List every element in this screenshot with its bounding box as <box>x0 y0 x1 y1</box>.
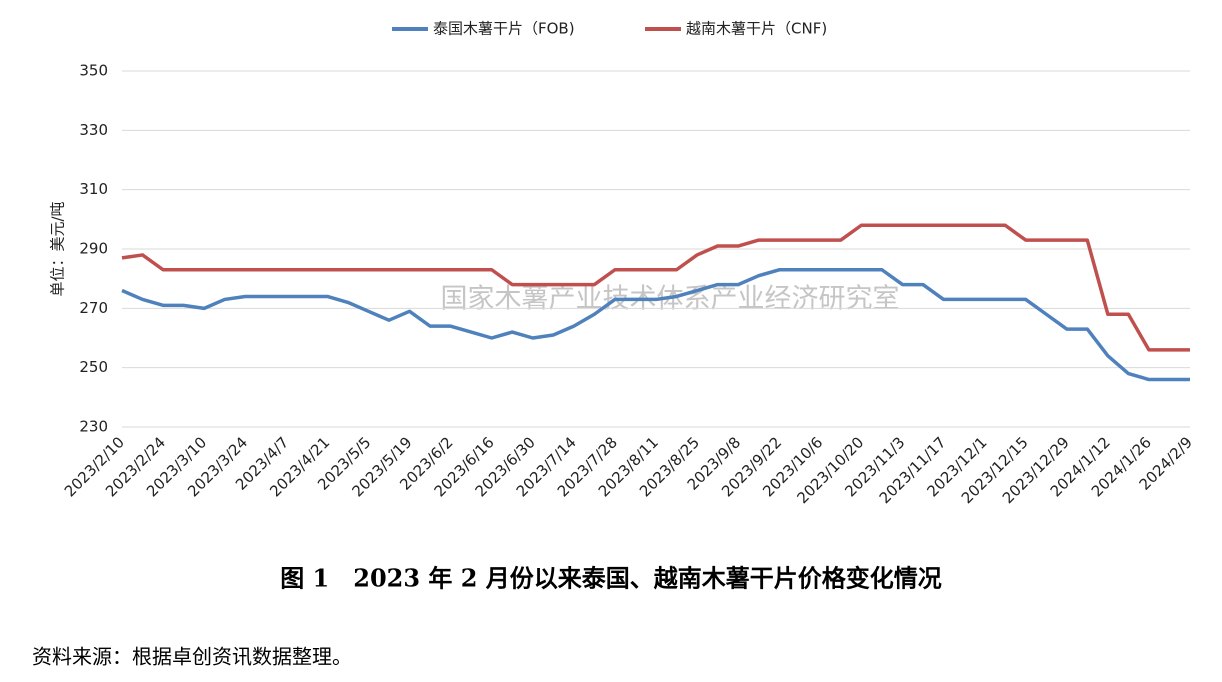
caption: 图 1 2023 年 2 月份以来泰国、越南木薯干片价格变化情况 <box>280 564 942 593</box>
y-tick-label: 250 <box>79 358 108 376</box>
y-tick-label: 230 <box>79 418 108 436</box>
source: 资料来源：根据卓创资讯数据整理。 <box>32 645 352 669</box>
line-series <box>121 268 1190 382</box>
y-tick-label: 350 <box>79 62 108 80</box>
y-tick-label: 270 <box>79 299 108 317</box>
legend-label: 越南木薯干片（CNF) <box>686 20 827 38</box>
y-axis-label: 单位：美元/吨 <box>49 201 67 296</box>
legend-label: 泰国木薯干片（FOB) <box>433 20 575 38</box>
y-tick-label: 290 <box>79 240 108 258</box>
y-tick-label: 330 <box>79 121 108 139</box>
y-tick-label: 310 <box>79 180 108 198</box>
line-series <box>121 223 1190 352</box>
